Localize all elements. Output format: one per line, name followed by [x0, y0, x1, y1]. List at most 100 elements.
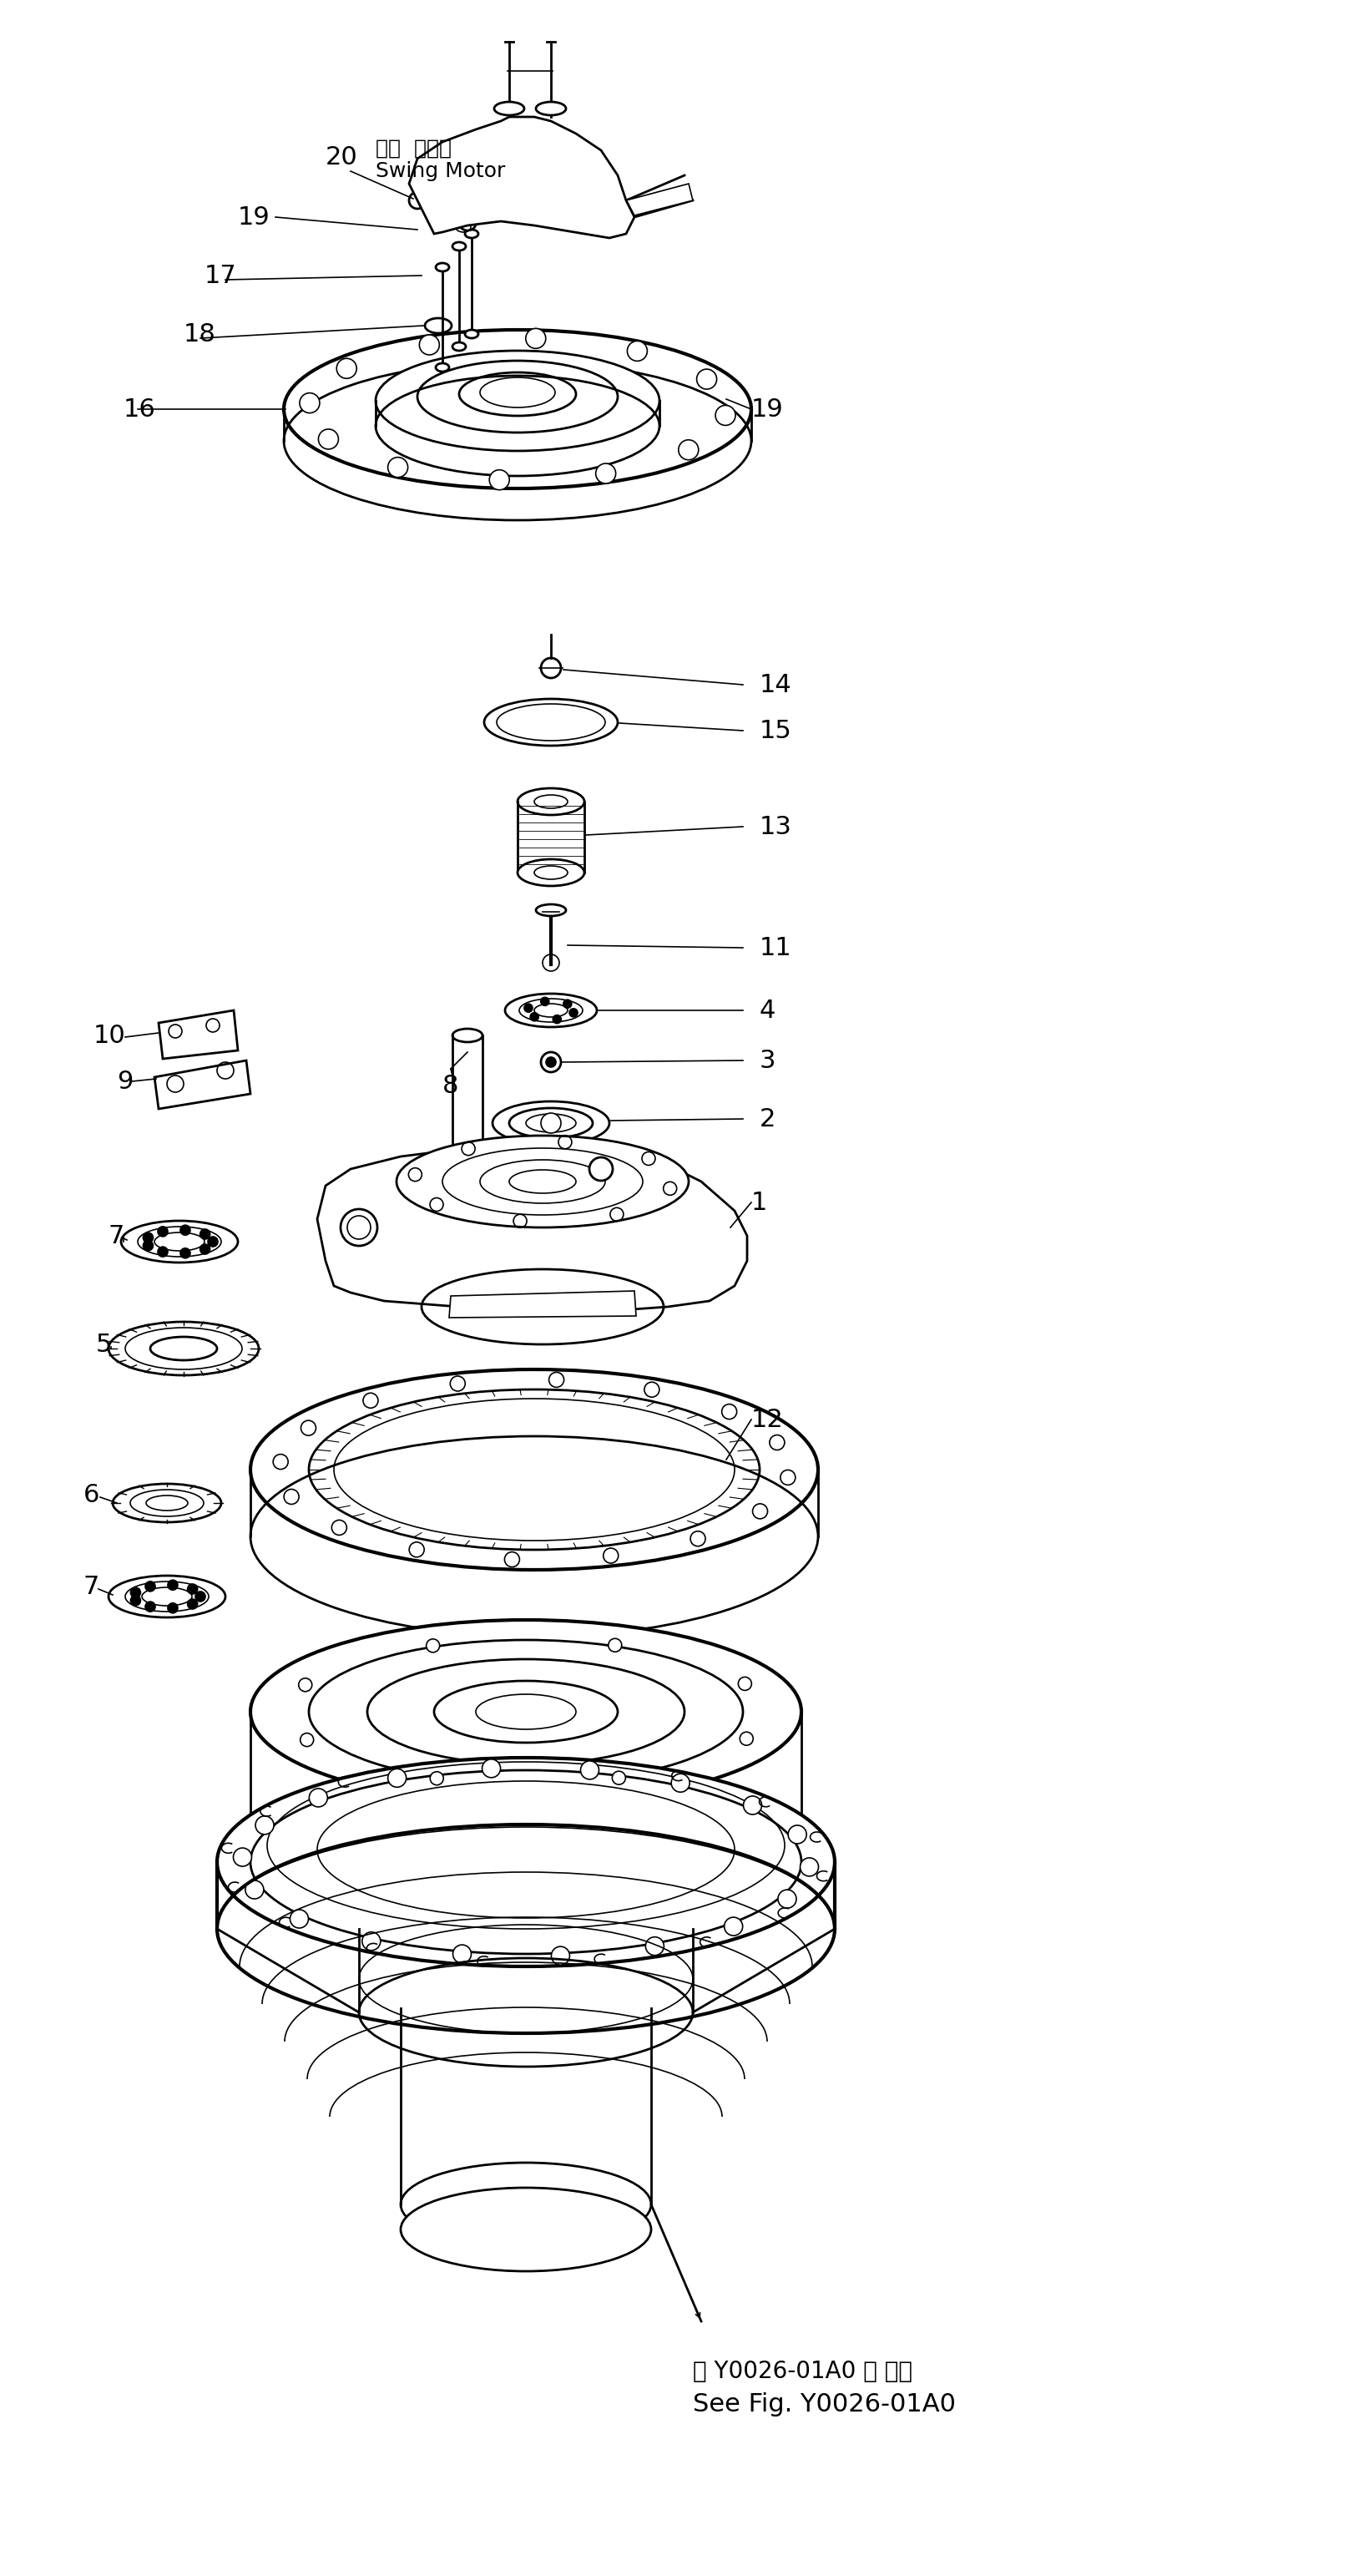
- Ellipse shape: [488, 160, 580, 209]
- Circle shape: [542, 657, 561, 677]
- Circle shape: [603, 1548, 618, 1564]
- Circle shape: [331, 1520, 346, 1535]
- Circle shape: [753, 1504, 768, 1520]
- Circle shape: [612, 1772, 626, 1785]
- Ellipse shape: [284, 330, 752, 489]
- Circle shape: [419, 335, 439, 355]
- Circle shape: [233, 1847, 251, 1868]
- Polygon shape: [409, 116, 634, 237]
- Ellipse shape: [505, 994, 597, 1028]
- Circle shape: [540, 997, 550, 1005]
- Ellipse shape: [150, 1337, 217, 1360]
- Text: 7: 7: [109, 1224, 124, 1247]
- Circle shape: [589, 1157, 612, 1180]
- Text: 6: 6: [83, 1484, 100, 1507]
- Text: 8: 8: [442, 1074, 458, 1097]
- Circle shape: [387, 1770, 406, 1788]
- Circle shape: [524, 1005, 532, 1012]
- Circle shape: [716, 404, 735, 425]
- Circle shape: [168, 1579, 177, 1589]
- Text: 10: 10: [94, 1023, 125, 1048]
- Circle shape: [739, 1731, 753, 1747]
- Circle shape: [608, 1638, 622, 1651]
- Text: 18: 18: [184, 322, 216, 345]
- Polygon shape: [449, 1291, 636, 1319]
- Circle shape: [145, 1582, 155, 1592]
- Text: 2: 2: [760, 1108, 776, 1131]
- Circle shape: [201, 1244, 210, 1255]
- Ellipse shape: [113, 1484, 221, 1522]
- Circle shape: [724, 1917, 742, 1935]
- Circle shape: [301, 1419, 316, 1435]
- Circle shape: [387, 459, 408, 477]
- Text: 5: 5: [95, 1332, 112, 1358]
- Circle shape: [569, 1010, 578, 1018]
- Circle shape: [722, 1404, 737, 1419]
- Ellipse shape: [217, 1757, 835, 1965]
- Circle shape: [143, 1234, 153, 1242]
- Circle shape: [291, 1909, 308, 1927]
- Circle shape: [158, 1226, 168, 1236]
- Ellipse shape: [494, 103, 524, 116]
- Ellipse shape: [435, 263, 449, 270]
- Text: 4: 4: [760, 999, 776, 1023]
- Circle shape: [299, 1677, 312, 1692]
- Text: 旋回  モータ: 旋回 モータ: [375, 139, 451, 160]
- Polygon shape: [154, 1061, 251, 1108]
- Circle shape: [427, 1638, 439, 1651]
- Polygon shape: [318, 1144, 747, 1311]
- Ellipse shape: [397, 1136, 689, 1226]
- Circle shape: [450, 1376, 465, 1391]
- Text: 13: 13: [760, 814, 792, 840]
- Ellipse shape: [453, 343, 465, 350]
- Text: 20: 20: [326, 144, 357, 170]
- Circle shape: [187, 1584, 198, 1595]
- Circle shape: [131, 1595, 140, 1605]
- Circle shape: [168, 1602, 177, 1613]
- Circle shape: [207, 1236, 218, 1247]
- Circle shape: [300, 1734, 314, 1747]
- Circle shape: [548, 1373, 563, 1388]
- Circle shape: [246, 1880, 263, 1899]
- Circle shape: [678, 440, 698, 461]
- Circle shape: [552, 1015, 561, 1023]
- Circle shape: [180, 1249, 191, 1257]
- Text: 9: 9: [117, 1069, 134, 1092]
- Text: 14: 14: [760, 672, 792, 698]
- Polygon shape: [626, 183, 693, 216]
- Circle shape: [195, 1592, 206, 1602]
- Ellipse shape: [251, 1370, 818, 1569]
- Circle shape: [409, 193, 426, 209]
- Ellipse shape: [460, 374, 576, 415]
- Circle shape: [551, 1947, 570, 1965]
- Circle shape: [671, 1775, 690, 1793]
- Circle shape: [531, 1012, 539, 1020]
- Circle shape: [363, 1394, 378, 1409]
- Circle shape: [690, 1530, 705, 1546]
- Text: 11: 11: [760, 935, 792, 961]
- Text: 7: 7: [83, 1574, 100, 1600]
- Circle shape: [453, 1945, 471, 1963]
- Ellipse shape: [434, 1682, 618, 1741]
- Text: 第 Y0026-01A0 図 参照: 第 Y0026-01A0 図 参照: [693, 2360, 913, 2383]
- Ellipse shape: [109, 1577, 225, 1618]
- Circle shape: [143, 1242, 153, 1252]
- Circle shape: [481, 1759, 501, 1777]
- Circle shape: [337, 358, 356, 379]
- Text: Swing Motor: Swing Motor: [375, 162, 505, 180]
- Text: 19: 19: [752, 397, 784, 422]
- Circle shape: [318, 430, 338, 448]
- Ellipse shape: [375, 350, 659, 451]
- Ellipse shape: [517, 788, 584, 814]
- Circle shape: [361, 1932, 381, 1950]
- Ellipse shape: [453, 1188, 483, 1200]
- Circle shape: [743, 1795, 761, 1814]
- Ellipse shape: [109, 1321, 259, 1376]
- Circle shape: [145, 1602, 155, 1613]
- Circle shape: [581, 1762, 599, 1780]
- Ellipse shape: [465, 330, 479, 337]
- Circle shape: [644, 1383, 659, 1396]
- Circle shape: [310, 1788, 327, 1806]
- Polygon shape: [158, 1010, 237, 1059]
- Circle shape: [201, 1229, 210, 1239]
